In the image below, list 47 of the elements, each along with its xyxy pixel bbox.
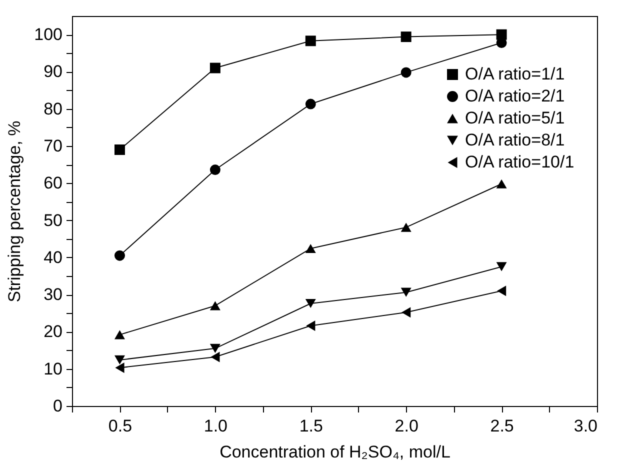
y-tick-label: 90	[44, 62, 62, 82]
legend-label: O/A ratio=8/1	[465, 130, 565, 150]
y-tick-label: 10	[44, 359, 62, 378]
y-tick-label: 20	[44, 322, 62, 342]
point	[210, 301, 220, 310]
point	[400, 288, 412, 297]
point	[114, 355, 125, 364]
point	[210, 164, 220, 176]
point	[305, 244, 316, 254]
point	[210, 62, 220, 74]
legend-label: O/A ratio=5/1	[465, 108, 565, 128]
point	[305, 298, 316, 308]
y-tick-label: 100	[34, 25, 62, 44]
point	[496, 179, 507, 188]
y-tick-label: 70	[44, 136, 62, 156]
point	[497, 286, 506, 296]
point	[400, 67, 412, 78]
y-axis-title: Stripping percentage, %	[5, 120, 24, 302]
point	[400, 32, 412, 42]
point	[114, 330, 125, 340]
y-tick-label: 60	[44, 174, 62, 193]
point	[305, 98, 316, 110]
point	[306, 320, 316, 332]
point	[305, 36, 316, 46]
point	[402, 307, 411, 318]
point	[115, 362, 124, 373]
point	[114, 250, 125, 261]
x-tick-label: 1.0	[204, 416, 228, 436]
x-tick-label: 2.5	[490, 416, 514, 436]
text: 0.5	[108, 416, 132, 436]
point	[210, 344, 220, 353]
legend-label: O/A ratio=2/1	[465, 86, 565, 106]
legend-label: O/A ratio=1/1	[465, 64, 565, 84]
x-axis-title: Concentration of H₂SO₄, mol/L	[220, 442, 450, 462]
y-tick-label: 50	[44, 210, 62, 230]
y-tick-label: 80	[44, 99, 62, 118]
legend-label: O/A ratio=10/1	[465, 152, 574, 172]
x-tick-label: 1.5	[299, 416, 323, 436]
point	[114, 144, 125, 155]
point	[400, 222, 412, 232]
y-tick-label: 0	[53, 396, 62, 416]
x-tick-label: 2.0	[394, 416, 418, 436]
y-tick-label: 40	[44, 248, 62, 267]
point	[496, 262, 507, 272]
point	[210, 352, 220, 362]
y-tick-label: 30	[44, 285, 62, 304]
x-tick-label: 3.0	[574, 416, 598, 436]
